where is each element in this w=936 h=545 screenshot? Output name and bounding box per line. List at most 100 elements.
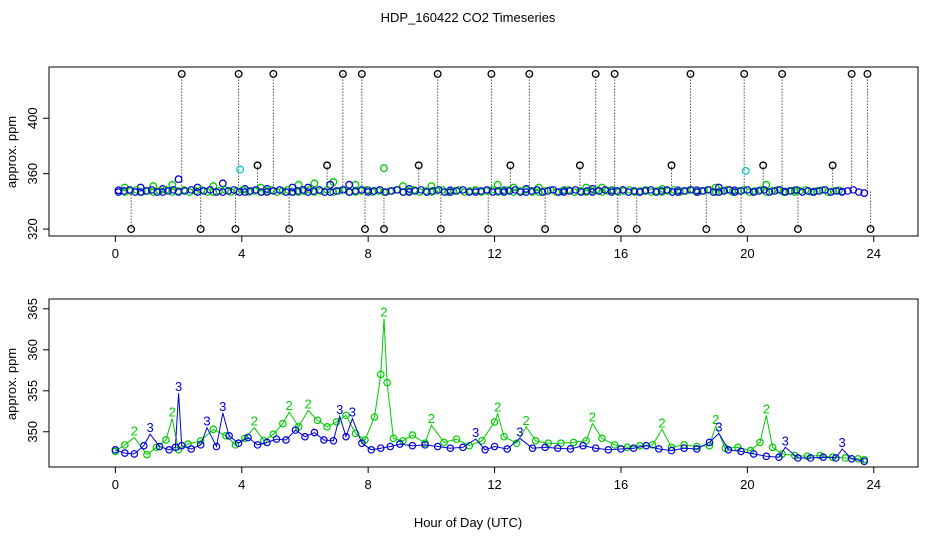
bottom-marker-series-3: 3 xyxy=(147,420,154,435)
top-point-series-1 xyxy=(323,161,332,170)
top-point-series-3 xyxy=(749,188,758,196)
bottom-marker-series-2: 2 xyxy=(494,400,501,415)
bottom-marker-series-2: 2 xyxy=(380,305,387,320)
bottom-point-series-2 xyxy=(756,438,764,447)
top-point-series-1 xyxy=(436,225,445,234)
bottom-marker-series-3: 3 xyxy=(219,399,226,414)
top-point-series-1 xyxy=(828,161,837,170)
bottom-point-series-3 xyxy=(629,444,638,452)
bottom-point-series-2 xyxy=(500,432,508,441)
bottom-marker-series-2: 2 xyxy=(428,411,435,426)
bottom-point-series-3 xyxy=(617,445,625,453)
bottom-point-series-2 xyxy=(162,436,170,444)
bottom-point-series-3 xyxy=(724,445,733,454)
bottom-marker-series-3: 3 xyxy=(715,419,722,434)
bottom-point-series-3 xyxy=(490,442,499,451)
top-point-series-3 xyxy=(219,188,227,196)
bottom-point-series-3 xyxy=(395,440,404,448)
top-point-series-1 xyxy=(759,161,768,170)
bottom-point-series-3 xyxy=(111,445,120,454)
bottom-point-series-3 xyxy=(121,449,129,457)
bottom-point-series-3 xyxy=(272,435,281,443)
top-point-series-3 xyxy=(505,187,514,195)
top-point-series-1 xyxy=(234,69,243,78)
top-point-series-3 xyxy=(246,187,255,195)
bottom-point-series-3 xyxy=(376,444,385,452)
bottom-marker-series-3: 3 xyxy=(203,414,210,429)
bottom-marker-series-2: 2 xyxy=(286,398,293,413)
top-point-series-3 xyxy=(153,188,162,196)
bottom-point-series-3 xyxy=(642,441,651,450)
top-x-tick-label: 8 xyxy=(365,246,372,261)
top-point-series-1 xyxy=(686,69,695,78)
top-point-series-1 xyxy=(338,69,347,78)
bottom-marker-series-2: 2 xyxy=(169,405,176,420)
top-point-series-3 xyxy=(770,187,779,195)
bottom-x-tick-label: 16 xyxy=(614,477,628,492)
top-point-series-3 xyxy=(641,187,650,195)
bottom-point-series-3 xyxy=(667,446,676,455)
top-point-series-1 xyxy=(525,69,534,78)
bottom-point-series-2 xyxy=(440,438,448,447)
top-point-series-3 xyxy=(136,183,145,192)
top-point-series-3 xyxy=(158,188,167,196)
top-point-series-1 xyxy=(414,161,423,170)
bottom-point-series-2 xyxy=(768,443,777,452)
top-point-series-3 xyxy=(527,187,536,195)
bottom-point-series-3 xyxy=(860,457,869,466)
top-point-series-3 xyxy=(843,187,852,195)
top-point-series-3 xyxy=(235,188,244,196)
top-plot-area xyxy=(114,69,875,234)
bottom-point-series-2 xyxy=(490,418,499,426)
top-point-series-3 xyxy=(257,188,266,196)
top-point-series-3 xyxy=(459,186,467,194)
bottom-point-series-3 xyxy=(503,445,512,453)
top-point-series-1 xyxy=(847,69,856,78)
top-point-series-3 xyxy=(516,188,525,196)
bottom-point-series-2 xyxy=(143,450,151,459)
top-x-tick-label: 16 xyxy=(614,246,628,261)
top-point-series-2 xyxy=(427,188,436,196)
top-point-series-4 xyxy=(741,166,750,175)
bottom-point-series-3 xyxy=(234,439,243,448)
bottom-y-axis-title: approx. ppm xyxy=(4,348,19,420)
bottom-point-series-3 xyxy=(291,426,300,434)
top-x-tick-label: 4 xyxy=(238,246,245,261)
top-panel: approx. ppm 0 4 8 12 16 20 24 320 360 400 xyxy=(4,66,919,261)
bottom-point-series-2 xyxy=(610,441,619,449)
bottom-marker-series-2: 2 xyxy=(523,413,530,428)
top-point-series-1 xyxy=(177,69,186,78)
top-point-series-3 xyxy=(755,187,763,195)
bottom-point-series-2 xyxy=(241,434,249,443)
bottom-point-series-3 xyxy=(528,444,537,452)
top-point-series-3 xyxy=(668,188,677,196)
bottom-point-series-2 xyxy=(383,378,391,387)
top-point-series-3 xyxy=(709,188,718,196)
top-point-series-1 xyxy=(433,69,442,78)
bottom-y-tick-label: 365 xyxy=(25,298,40,320)
top-point-series-1 xyxy=(613,225,622,234)
bottom-point-series-2 xyxy=(152,443,161,452)
top-point-series-3 xyxy=(522,188,530,196)
top-y-axis-title: approx. ppm xyxy=(4,116,19,188)
top-point-series-2 xyxy=(790,188,799,196)
bottom-y-tick-label: 350 xyxy=(25,421,40,443)
bottom-x-tick-label: 0 xyxy=(112,477,119,492)
bottom-point-series-3 xyxy=(367,445,376,454)
bottom-marker-series-3: 3 xyxy=(175,379,182,394)
top-y-tick-label: 360 xyxy=(25,163,40,185)
top-point-series-1 xyxy=(737,225,745,234)
bottom-point-series-3 xyxy=(591,444,600,452)
bottom-point-series-3 xyxy=(263,438,271,447)
bottom-point-series-3 xyxy=(212,442,221,451)
bottom-marker-series-3: 3 xyxy=(516,424,523,439)
top-point-series-3 xyxy=(288,183,297,192)
top-point-series-3 xyxy=(275,186,284,194)
bottom-point-series-3 xyxy=(680,444,688,452)
top-point-series-2 xyxy=(734,187,743,195)
top-point-series-3 xyxy=(686,186,695,194)
top-point-series-2 xyxy=(433,187,441,195)
bottom-point-series-3 xyxy=(541,443,549,452)
